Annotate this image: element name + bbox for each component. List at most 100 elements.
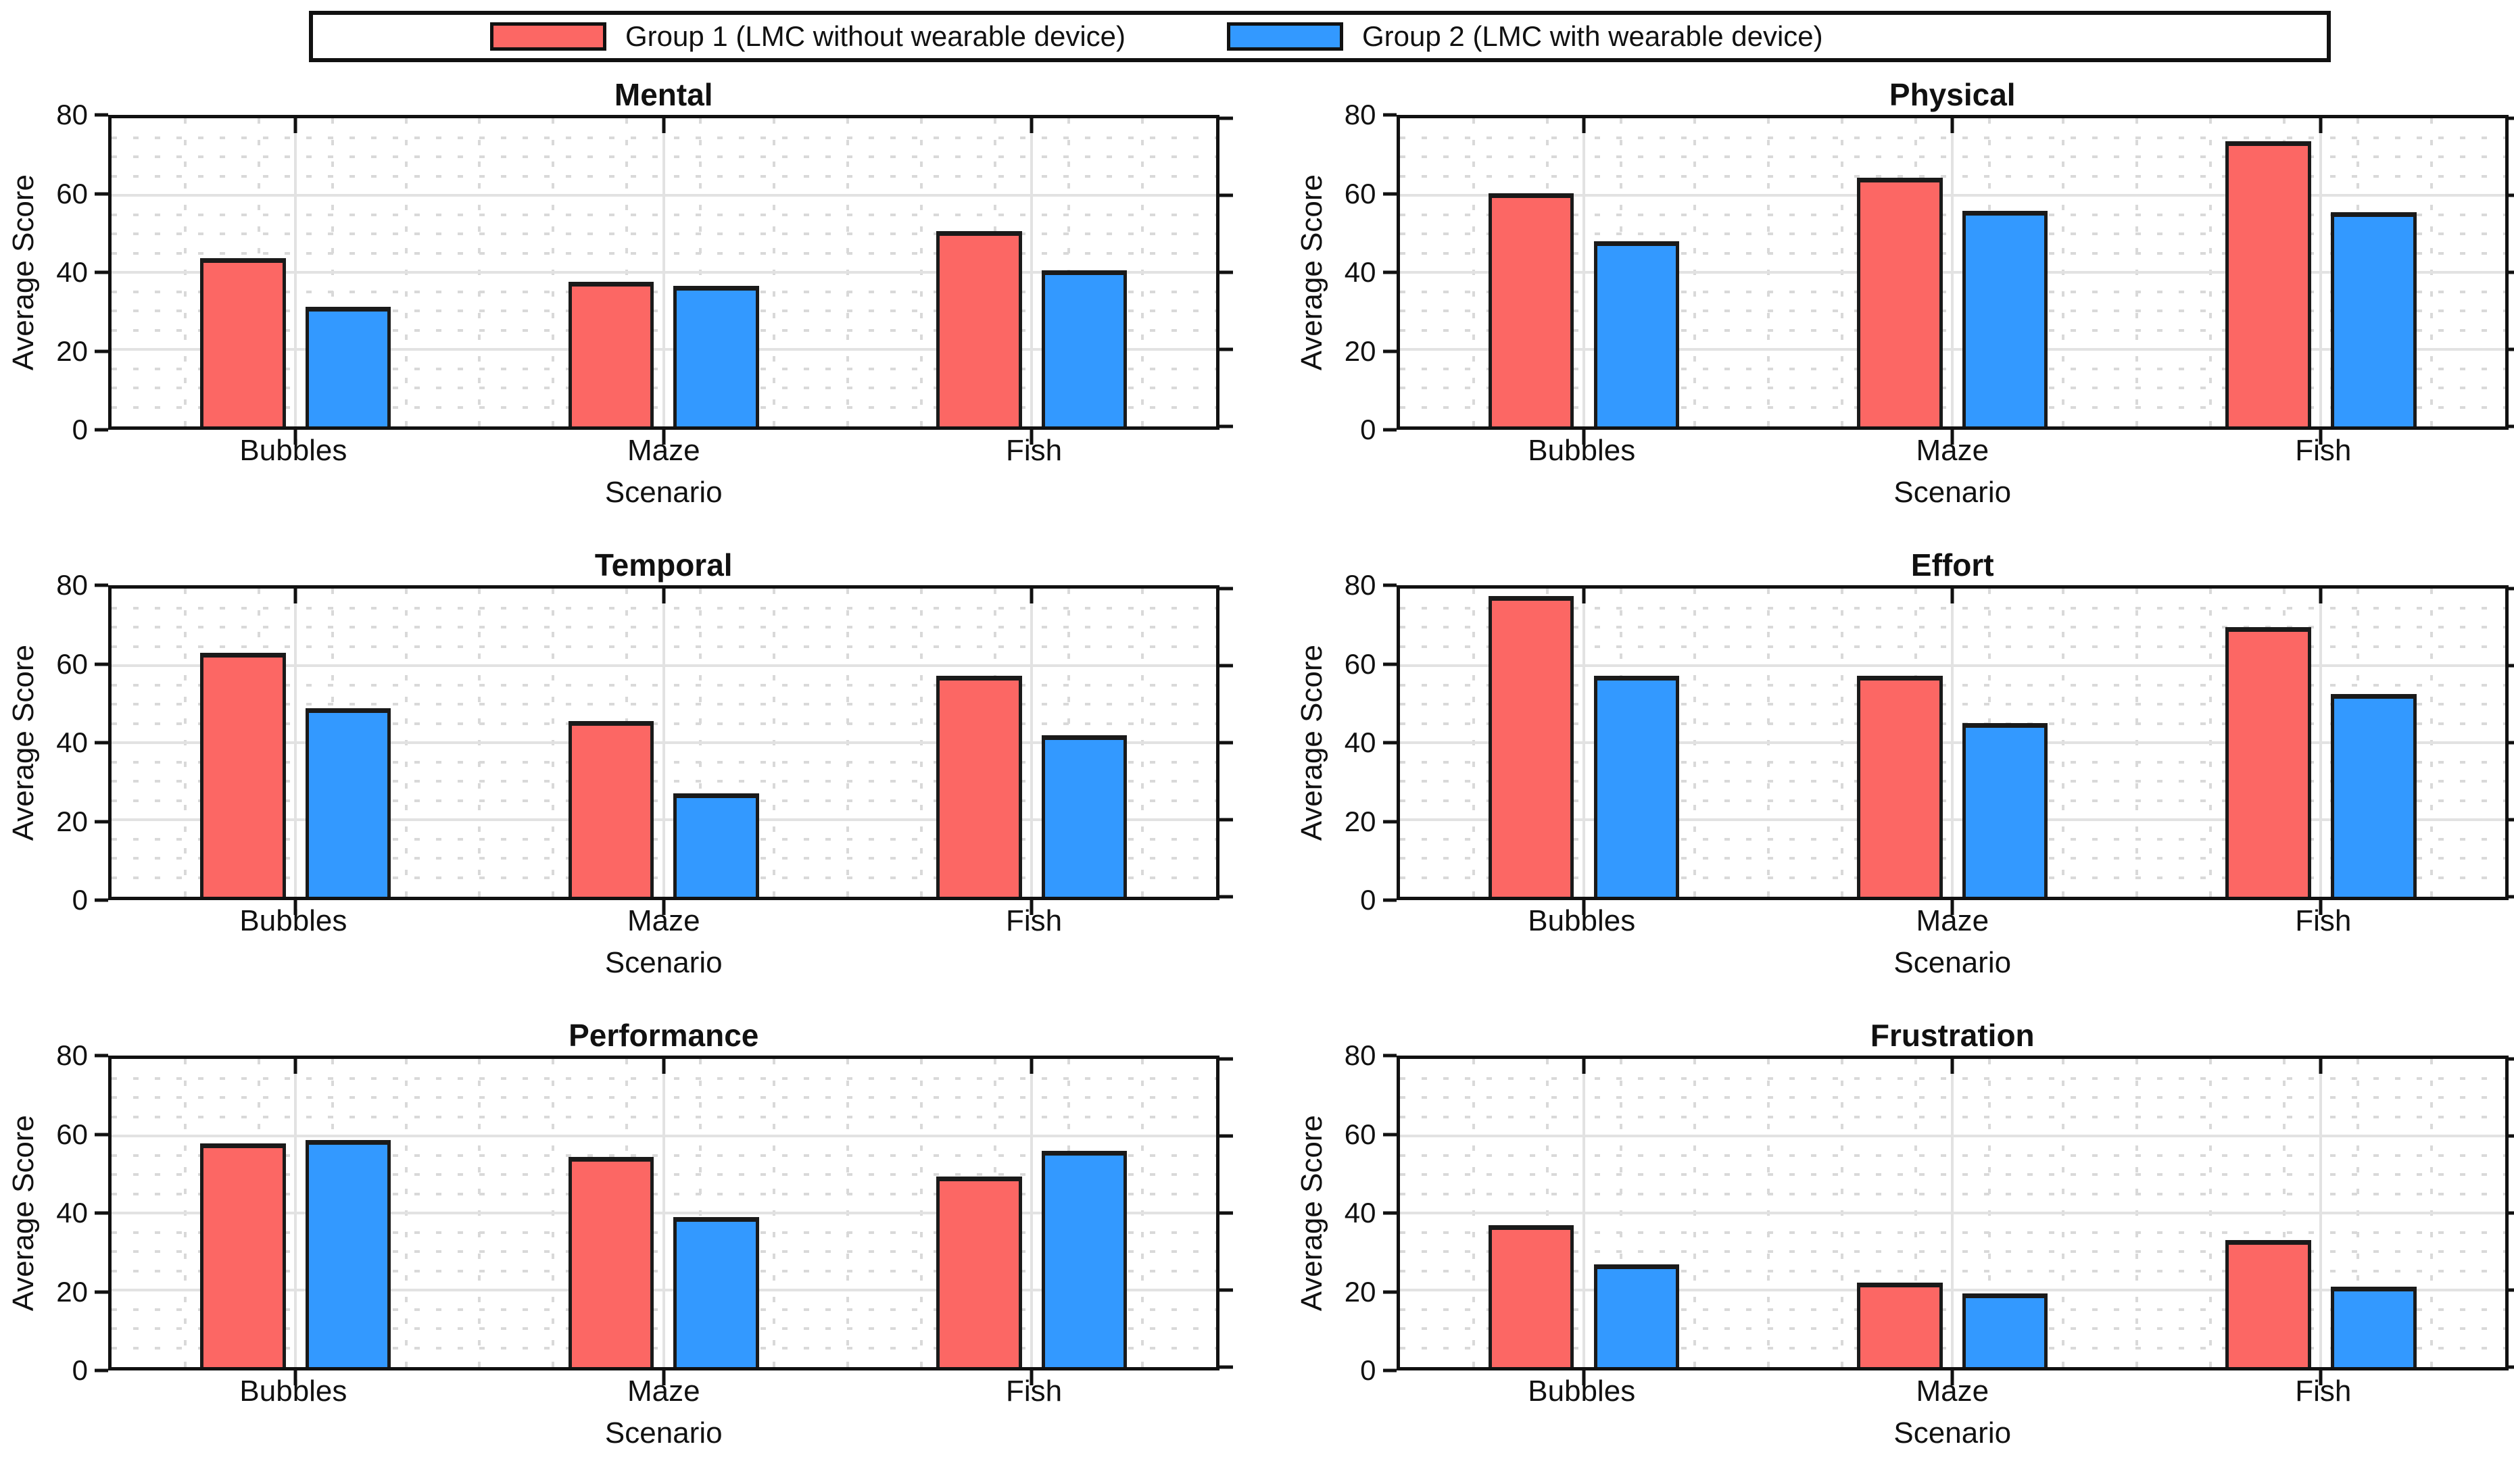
y-tick-mark-right (1219, 664, 1233, 668)
major-gridline-v (294, 1059, 297, 1367)
bar-group1-maze (1857, 675, 1943, 897)
subplot-title: Physical (1889, 77, 2016, 112)
y-tick-mark-right (1219, 818, 1233, 822)
y-tick-label: 80 (56, 569, 88, 601)
major-gridline-v (1582, 589, 1586, 897)
x-tick-mark-bottom (1950, 900, 1954, 915)
x-axis-label: Scenario (604, 946, 723, 979)
y-tick-label: 20 (1344, 805, 1376, 837)
x-tick-mark-top (1030, 1059, 1034, 1074)
y-tick-mark-left (95, 1054, 108, 1058)
x-tick-label: Fish (1006, 434, 1063, 467)
x-tick-label: Bubbles (239, 904, 347, 937)
x-axis-ticks: Bubbles Maze Fish (108, 434, 1219, 476)
x-tick-mark-top (293, 1059, 297, 1074)
y-tick-label: 20 (1344, 1275, 1376, 1308)
bar-group2-fish (2331, 1286, 2417, 1367)
subplot-title: Mental (614, 77, 713, 112)
y-tick-mark-right (2509, 424, 2514, 428)
y-tick-mark-right (1219, 1288, 1233, 1292)
bar-group2-fish (2331, 694, 2417, 897)
y-tick-label: 20 (1344, 335, 1376, 367)
plot-area (108, 115, 1233, 445)
x-tick-mark-top (1030, 589, 1034, 603)
y-tick-mark-left (95, 662, 108, 666)
x-tick-label: Bubbles (1528, 904, 1636, 937)
major-gridline-v (1030, 118, 1034, 426)
y-tick-mark-right (1219, 424, 1233, 428)
y-tick-label: 80 (1344, 569, 1376, 601)
y-tick-mark-left (1382, 270, 1397, 274)
y-tick-mark-left (1382, 113, 1397, 117)
plot-area (1396, 1056, 2514, 1385)
y-tick-label: 40 (1344, 726, 1376, 758)
subplot-effort: Effort Average Score 0 20 40 60 80 Bubbles Ma… (1257, 539, 2514, 1010)
subplot-title: Frustration (1870, 1018, 2035, 1053)
y-tick-mark-left (95, 820, 108, 823)
y-axis-label: Average Score (7, 644, 40, 841)
x-tick-mark-bottom (293, 900, 297, 915)
y-tick-mark-left (1382, 1054, 1397, 1058)
x-tick-mark-bottom (1030, 1370, 1034, 1385)
y-tick-label: 60 (1344, 177, 1376, 209)
y-tick-mark-left (1382, 192, 1397, 195)
x-axis-ticks: Bubbles Maze Fish (1397, 904, 2509, 946)
plot-area (108, 1056, 1233, 1385)
y-tick-mark-left (95, 1133, 108, 1136)
x-tick-mark-bottom (1030, 900, 1034, 915)
x-tick-label: Maze (1916, 1375, 1989, 1408)
y-tick-mark-right (2509, 1057, 2514, 1061)
bar-group1-maze (1857, 1282, 1943, 1367)
y-tick-mark-right (2509, 347, 2514, 351)
x-tick-mark-bottom (1582, 430, 1586, 445)
y-tick-mark-left (95, 1368, 108, 1372)
group1-color-swatch (490, 22, 606, 51)
y-tick-label: 60 (56, 647, 88, 680)
y-tick-label: 20 (56, 335, 88, 367)
bar-group2-maze (673, 793, 759, 897)
x-tick-mark-top (293, 589, 297, 603)
major-gridline-v (294, 589, 297, 897)
y-tick-label: 40 (1344, 256, 1376, 288)
y-tick-mark-left (1382, 583, 1397, 587)
bar-group2-bubbles (305, 307, 391, 426)
x-tick-label: Bubbles (239, 1375, 347, 1408)
bar-group2-fish (1041, 1151, 1128, 1367)
bar-group1-fish (936, 675, 1022, 897)
y-axis-ticks: 0 20 40 60 80 (47, 1039, 108, 1386)
x-tick-label: Fish (1006, 1375, 1063, 1408)
y-axis-label: Average Score (1295, 174, 1328, 371)
bar-group2-maze (1962, 1293, 2048, 1367)
x-tick-mark-bottom (1582, 1370, 1586, 1385)
x-tick-mark-bottom (1582, 900, 1586, 915)
y-tick-mark-left (95, 270, 108, 274)
major-gridline-v (2319, 1059, 2323, 1367)
y-tick-mark-left (1382, 820, 1397, 823)
legend-item-group2: Group 2 (LMC with wearable device) (1227, 20, 1823, 53)
bar-group1-bubbles (200, 652, 286, 897)
y-tick-mark-right (1219, 587, 1233, 591)
major-gridline-v (1951, 1059, 1954, 1367)
x-axis-label: Scenario (604, 476, 723, 509)
bar-group2-bubbles (305, 708, 391, 897)
x-axis-label: Scenario (604, 1416, 723, 1450)
x-tick-mark-bottom (1950, 1370, 1954, 1385)
y-tick-mark-left (95, 741, 108, 745)
y-tick-mark-right (2509, 1288, 2514, 1292)
x-axis-ticks: Bubbles Maze Fish (108, 904, 1219, 946)
major-gridline-v (2319, 589, 2323, 897)
bar-group2-fish (1041, 270, 1128, 426)
y-tick-mark-left (1382, 1211, 1397, 1215)
bar-group2-fish (1041, 735, 1128, 897)
bar-group1-maze (1857, 178, 1943, 426)
y-tick-mark-right (1219, 895, 1233, 899)
x-tick-label: Maze (1916, 904, 1989, 937)
bar-group1-fish (936, 231, 1022, 426)
subplot-physical: Physical Average Score 0 20 40 60 80 Bubbles… (1257, 69, 2514, 539)
bar-group2-bubbles (1593, 675, 1680, 897)
x-axis-ticks: Bubbles Maze Fish (108, 1375, 1219, 1416)
x-tick-mark-top (1950, 118, 1954, 133)
y-tick-mark-left (1382, 1133, 1397, 1136)
x-tick-label: Fish (2295, 904, 2352, 937)
y-tick-label: 0 (72, 1354, 88, 1386)
